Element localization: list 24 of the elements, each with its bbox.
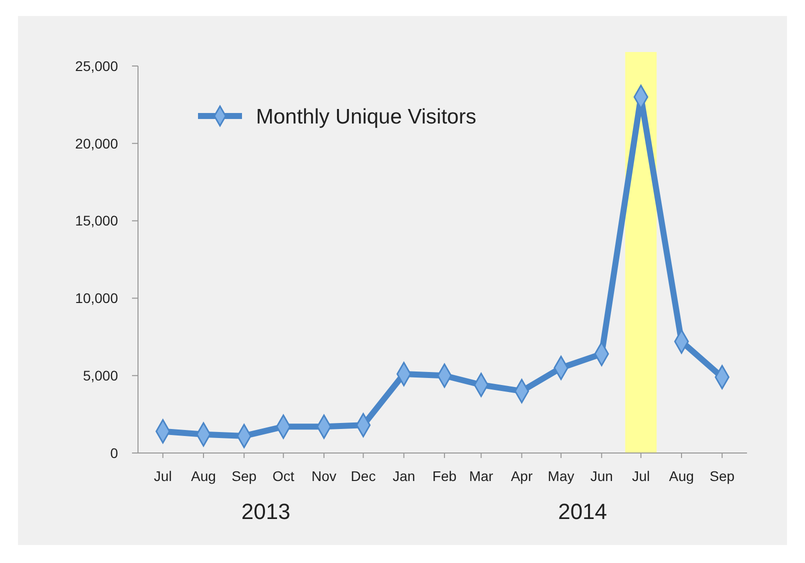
x-tick-label: Sep	[710, 468, 735, 484]
x-tick-label: Jul	[632, 468, 650, 484]
x-tick-label: Jan	[392, 468, 416, 484]
x-tick-label: Sep	[232, 468, 257, 484]
x-tick-label: Jul	[154, 468, 172, 484]
y-tick-label: 5,000	[82, 368, 118, 384]
x-tick-label: Mar	[469, 468, 494, 484]
y-tick-label: 10,000	[75, 290, 118, 306]
x-tick-label: Dec	[350, 468, 376, 484]
x-tick-label: Apr	[510, 468, 533, 484]
x-tick-label: Oct	[272, 468, 294, 484]
x-tick-label: Nov	[312, 468, 336, 484]
x-tick-label: Jun	[590, 468, 613, 484]
x-tick-label: May	[548, 468, 574, 484]
y-tick-label: 20,000	[75, 135, 118, 152]
legend-label: Monthly Unique Visitors	[256, 105, 476, 128]
y-tick-label: 0	[110, 444, 118, 461]
x-tick-label: Feb	[432, 468, 457, 484]
x-tick-label: Aug	[191, 468, 216, 484]
x-tick-label: Aug	[669, 468, 694, 484]
text: 2014	[558, 499, 608, 524]
text: 2013	[241, 499, 290, 524]
y-tick-label: 15,000	[75, 212, 118, 229]
y-tick-label: 25,000	[75, 58, 118, 74]
